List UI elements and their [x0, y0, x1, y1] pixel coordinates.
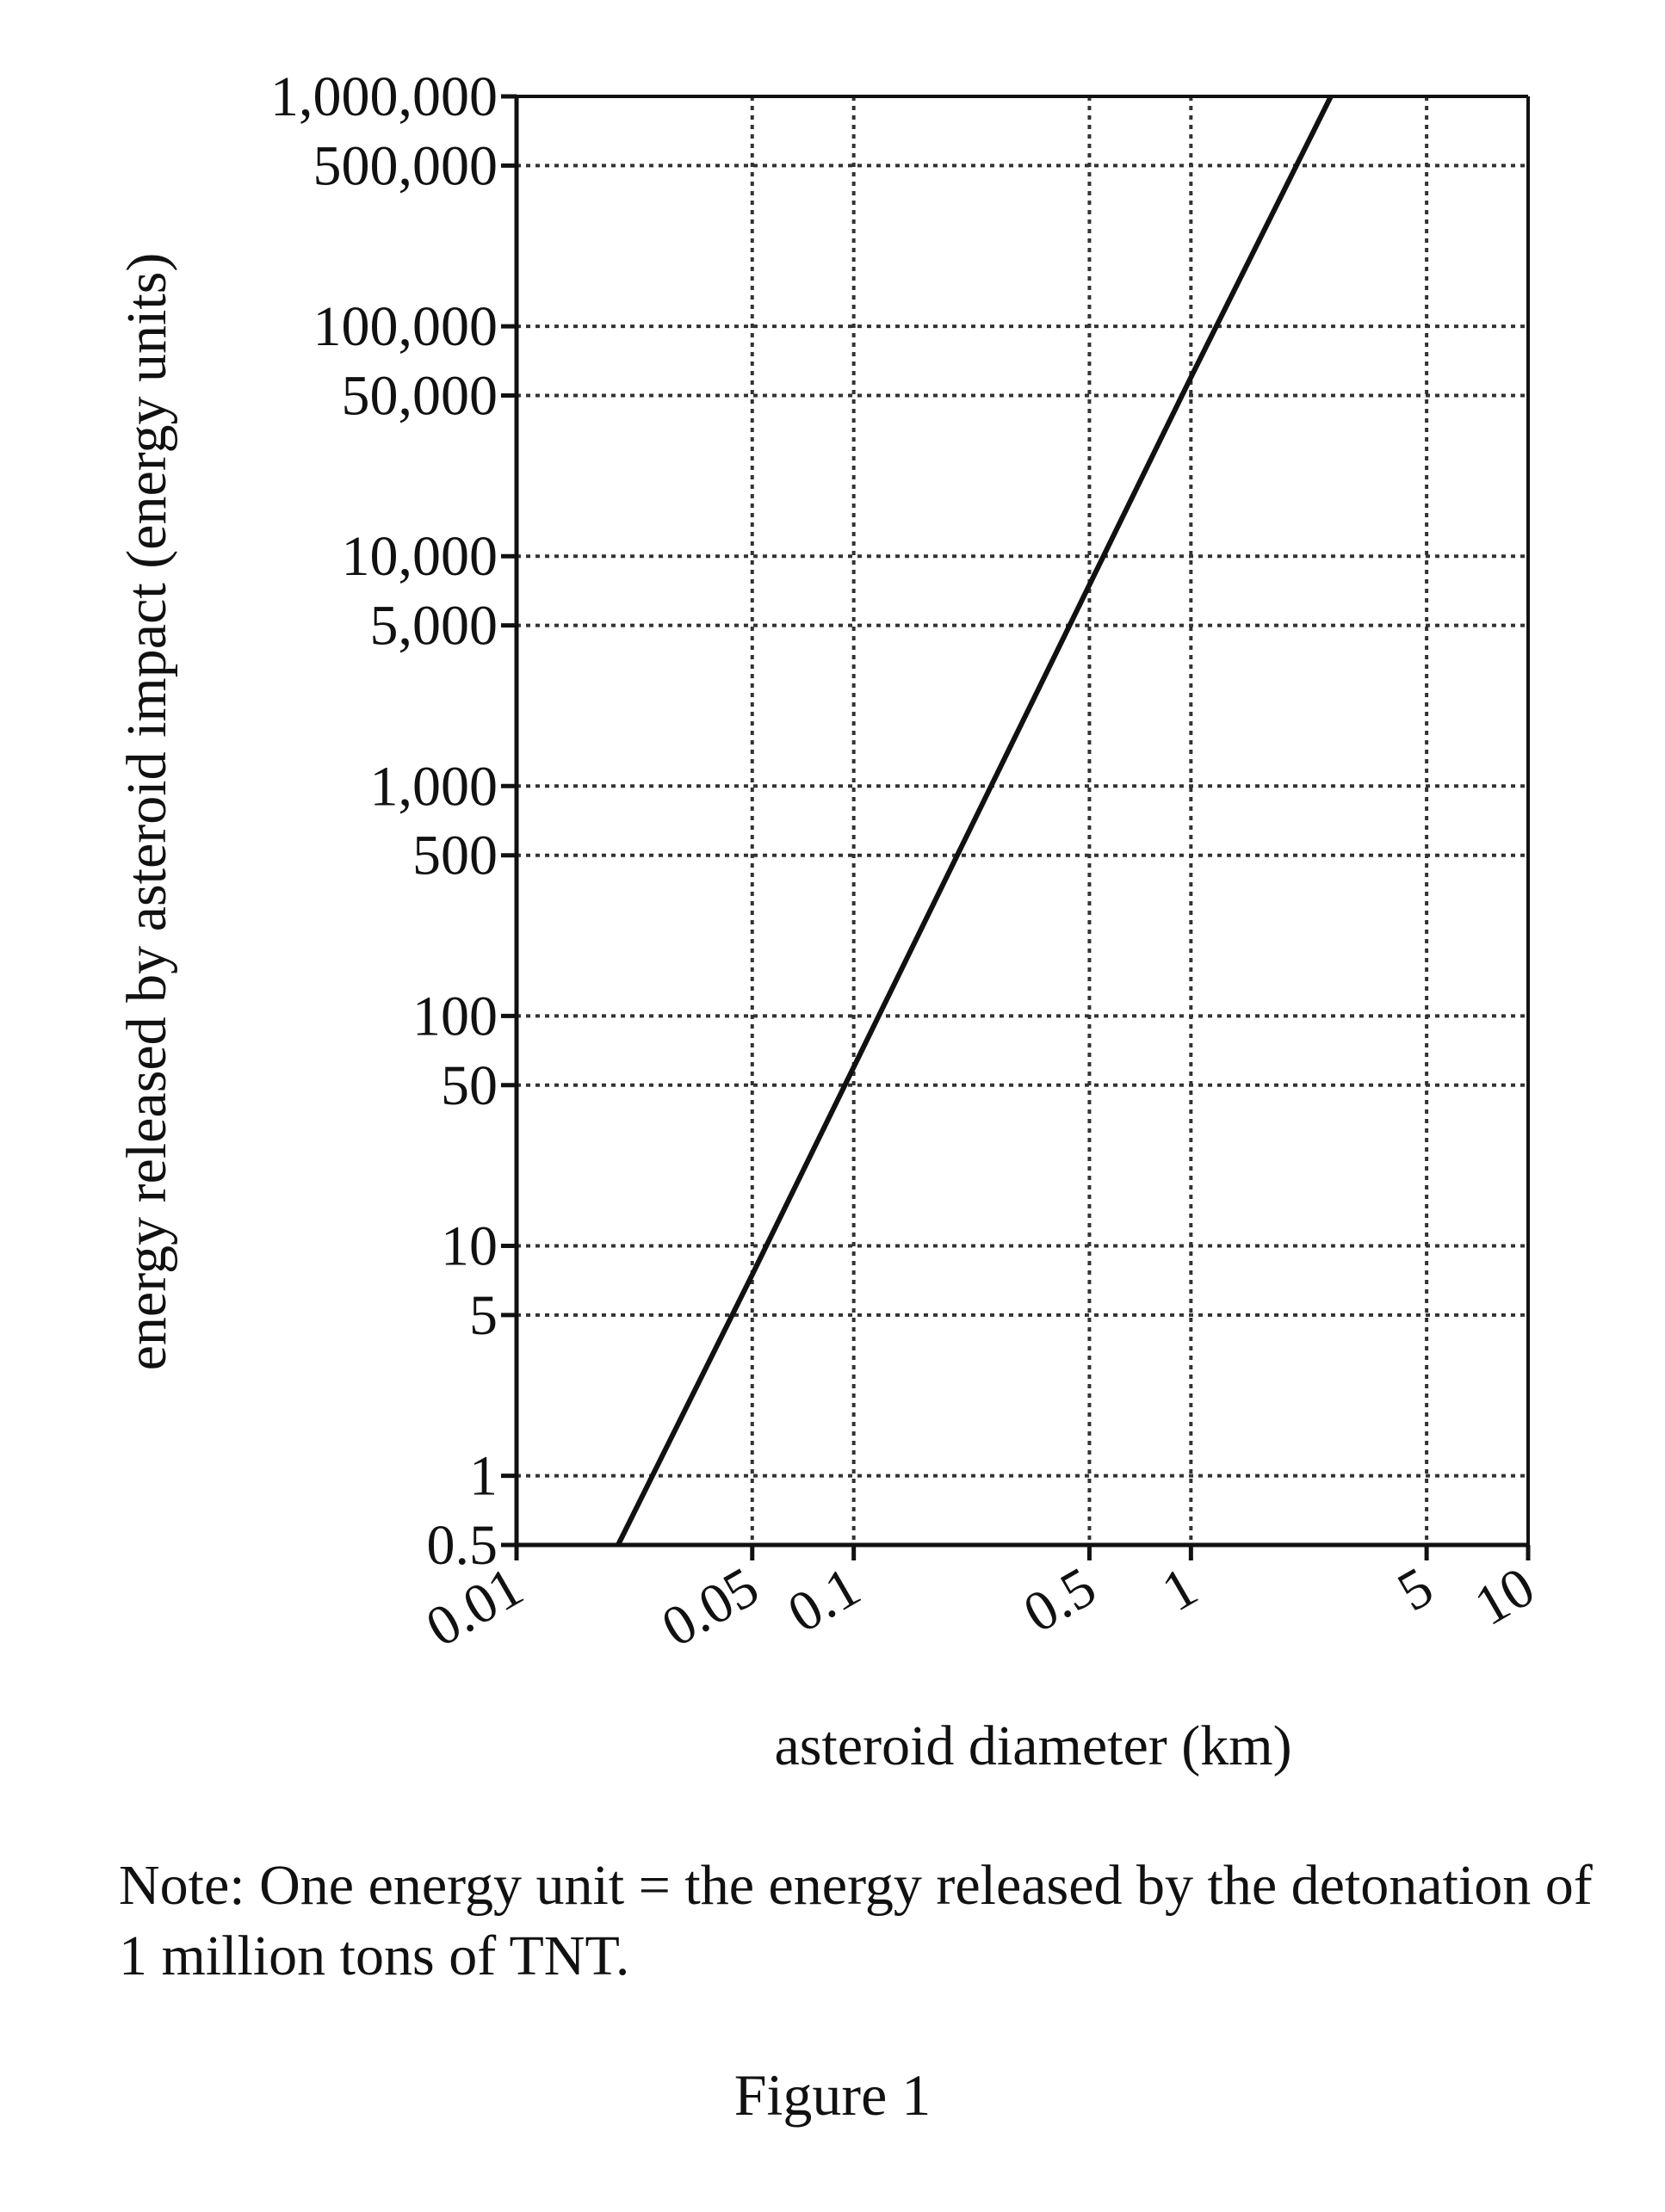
series — [616, 95, 1334, 1547]
note-text: Note: One energy unit = the energy relea… — [119, 1854, 1593, 1987]
x-axis-title: asteroid diameter (km) — [774, 1715, 1291, 1777]
x-tick-label: 5 — [1388, 1555, 1444, 1624]
x-ticks: 0.01 0.05 0.1 0.5 1 5 10 — [416, 1545, 1545, 1659]
y-tick-label: 10,000 — [342, 525, 498, 588]
axes — [514, 95, 1530, 1548]
figure-caption: Figure 1 — [733, 2062, 932, 2128]
y-axis-title: energy released by asteroid impact (ener… — [115, 253, 178, 1371]
y-tick-label: 0.5 — [427, 1514, 498, 1577]
y-tick-label: 1,000,000 — [270, 65, 498, 128]
y-tick-label: 5,000 — [370, 595, 498, 658]
y-tick-label: 50 — [441, 1054, 498, 1117]
y-tick-label: 100,000 — [313, 295, 498, 358]
x-tick-label: 0.1 — [777, 1555, 870, 1645]
y-tick-label: 1,000 — [370, 755, 498, 818]
energy-vs-diameter-chart: 0.51510501005001,0005,00010,00050,000100… — [115, 65, 1545, 1777]
grid — [515, 95, 1530, 1547]
y-tick-label: 500 — [412, 825, 498, 887]
y-tick-label: 50,000 — [342, 365, 498, 428]
x-tick-label: 0.05 — [652, 1555, 770, 1659]
energy-line — [616, 95, 1334, 1547]
y-ticks: 0.51 5 10 50 100 500 1,000 5,000 10,000 50,000 100… — [270, 65, 517, 1577]
x-tick-label: 10 — [1464, 1555, 1545, 1638]
x-tick-label: 0.5 — [1013, 1555, 1106, 1645]
y-tick-label: 100 — [412, 985, 498, 1047]
x-tick-label: 1 — [1152, 1555, 1208, 1624]
y-tick-label: 5 — [469, 1284, 498, 1347]
y-tick-label: 500,000 — [313, 134, 498, 197]
y-tick-label: 1 — [469, 1445, 498, 1508]
y-tick-label: 10 — [441, 1214, 498, 1277]
